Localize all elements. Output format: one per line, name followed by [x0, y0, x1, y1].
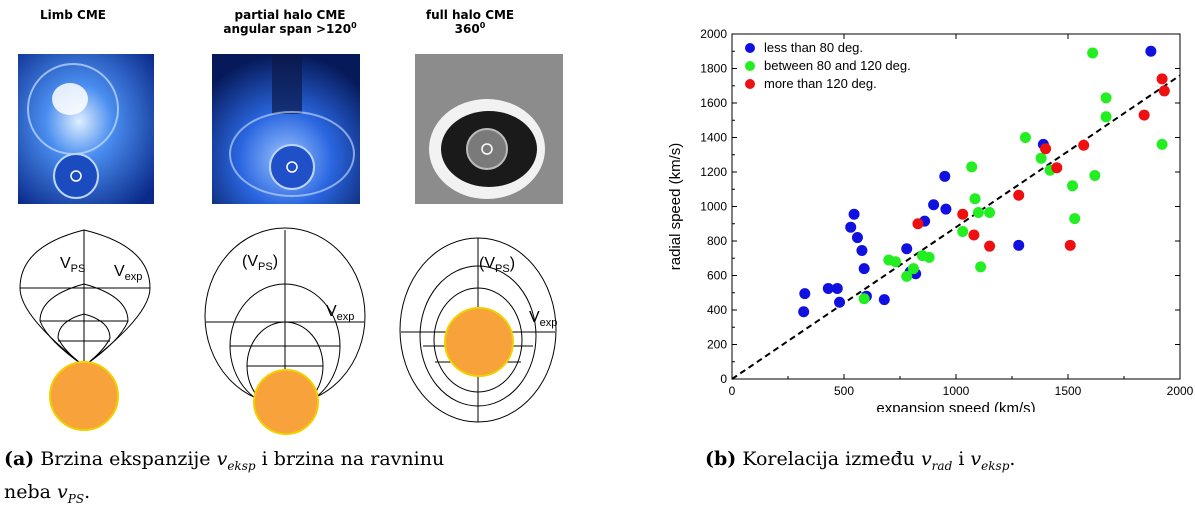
data-point-series-1: [1087, 47, 1099, 59]
y-tick-label: 1000: [700, 200, 727, 214]
vexp-label-3: Vexp: [529, 309, 557, 329]
vexp-label-1: Vexp: [114, 263, 142, 283]
legend-marker-1: [745, 61, 755, 71]
data-point-series-2: [1051, 162, 1063, 174]
title-full-halo-cme: full halo CME 3600: [425, 8, 515, 36]
fit-line: [731, 74, 1181, 380]
data-point-series-1: [1066, 180, 1078, 192]
data-point-series-2: [1156, 73, 1168, 85]
data-point-series-2: [968, 229, 980, 241]
y-tick-label: 800: [707, 234, 727, 248]
chart-legend: less than 80 deg. between 80 and 120 deg.…: [745, 40, 911, 91]
data-point-series-2: [912, 218, 924, 230]
y-tick-label: 1400: [700, 131, 727, 145]
x-tick-label: 1000: [943, 384, 970, 398]
data-point-series-0: [845, 221, 857, 233]
limb-cme-diagram: VPS Vexp: [19, 229, 151, 431]
data-point-series-0: [834, 296, 846, 308]
data-point-series-1: [1156, 138, 1168, 150]
y-axis-label: radial speed (km/s): [667, 143, 684, 271]
data-point-series-1: [858, 293, 870, 305]
data-point-series-1: [972, 207, 984, 219]
x-tick-label: 0: [729, 384, 736, 398]
vps-label-3: (VPS): [479, 255, 515, 275]
data-point-series-1: [1035, 152, 1047, 164]
data-point-series-1: [969, 193, 981, 205]
fit-line-group: [731, 74, 1181, 380]
legend-label-2: more than 120 deg.: [764, 76, 877, 91]
data-point-series-1: [1100, 92, 1112, 104]
data-point-series-0: [798, 306, 810, 318]
full-halo-cme-image: [415, 54, 563, 204]
data-point-series-2: [1040, 143, 1052, 155]
data-point-series-1: [1069, 213, 1081, 225]
data-point-series-1: [907, 263, 919, 275]
data-point-series-1: [984, 207, 996, 219]
data-point-series-2: [1158, 85, 1170, 97]
vps-label-2: (VPS): [242, 253, 278, 273]
data-point-series-0: [831, 282, 843, 294]
x-tick-label: 500: [834, 384, 854, 398]
data-point-series-0: [858, 263, 870, 275]
data-point-series-0: [1013, 239, 1025, 251]
data-point-series-1: [1100, 111, 1112, 123]
x-axis-label: expansion speed (km/s): [876, 400, 1035, 412]
data-point-series-0: [901, 243, 913, 255]
data-point-series-2: [984, 240, 996, 252]
partial-halo-cme-image: [212, 54, 360, 204]
y-tick-label: 200: [707, 338, 727, 352]
data-point-series-2: [957, 208, 969, 220]
y-tick-label: 1800: [700, 62, 727, 76]
vps-label-1: VPS: [60, 255, 85, 275]
data-point-series-2: [1138, 109, 1150, 121]
data-point-series-0: [1145, 45, 1157, 57]
data-point-series-1: [957, 226, 969, 238]
caption-b: (b) Korelacija između vrad i veksp.: [705, 448, 1016, 473]
y-tick-label: 1600: [700, 96, 727, 110]
limb-cme-image: [18, 54, 154, 204]
legend-marker-0: [745, 43, 755, 53]
scatter-chart: 0 500 1000 1500 2000 0 200 400 600 800 1000 1200 140…: [667, 27, 1194, 412]
data-point-series-0: [851, 232, 863, 244]
partial-halo-cme-diagram: (VPS) Vexp: [204, 227, 366, 435]
legend-label-1: between 80 and 120 deg.: [764, 58, 911, 73]
legend-label-0: less than 80 deg.: [764, 40, 863, 55]
data-point-series-0: [822, 282, 834, 294]
data-point-series-0: [878, 294, 890, 306]
chart-axes: 0 500 1000 1500 2000 0 200 400 600 800 1000 1200 140…: [700, 27, 1193, 398]
data-points: [798, 45, 1170, 318]
data-point-series-1: [890, 256, 902, 268]
full-halo-cme-diagram: (VPS) Vexp: [399, 237, 557, 423]
title-limb-cme: Limb CME: [40, 8, 106, 22]
data-point-series-1: [966, 161, 978, 173]
legend-marker-2: [745, 79, 755, 89]
title-partial-halo-cme: partial halo CME angular span >1200: [223, 8, 357, 36]
y-tick-label: 400: [707, 303, 727, 317]
y-tick-label: 600: [707, 269, 727, 283]
data-point-series-0: [856, 244, 868, 256]
data-point-series-1: [923, 251, 935, 263]
vexp-label-2: Vexp: [326, 303, 354, 323]
data-point-series-0: [848, 208, 860, 220]
data-point-series-0: [940, 203, 952, 215]
data-point-series-1: [1019, 132, 1031, 143]
data-point-series-2: [1078, 139, 1090, 151]
data-point-series-1: [1089, 169, 1101, 181]
data-point-series-1: [975, 261, 987, 273]
data-point-series-1: [901, 270, 913, 282]
data-point-series-2: [1013, 189, 1025, 201]
x-tick-label: 1500: [1055, 384, 1082, 398]
data-point-series-2: [1064, 239, 1076, 251]
data-point-series-0: [939, 170, 951, 182]
y-tick-label: 1200: [700, 165, 727, 179]
y-tick-label: 2000: [700, 27, 727, 41]
caption-a: (a) Brzina ekspanzije veksp i brzina na …: [4, 448, 445, 506]
data-point-series-0: [799, 288, 811, 300]
x-tick-label: 2000: [1167, 384, 1194, 398]
data-point-series-0: [928, 199, 940, 211]
y-tick-label: 0: [720, 372, 727, 386]
